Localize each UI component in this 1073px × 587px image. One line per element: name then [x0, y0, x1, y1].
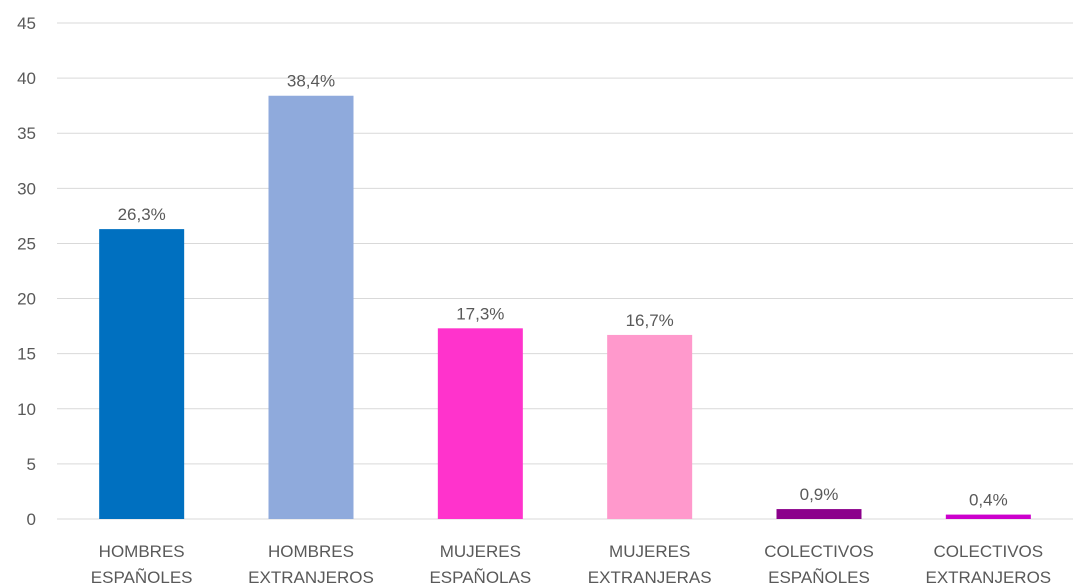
x-category-label: EXTRANJEROS: [926, 568, 1052, 587]
data-label: 0,4%: [969, 491, 1008, 510]
data-labels: 26,3% 38,4% 17,3% 16,7% 0,9% 0,4%: [118, 72, 1008, 510]
x-category-label: HOMBRES: [268, 542, 354, 561]
bar: [607, 334, 693, 519]
bar: [437, 328, 523, 519]
x-category-label: HOMBRES: [99, 542, 185, 561]
y-tick-label: 15: [17, 345, 36, 364]
x-category-label: COLECTIVOS: [764, 542, 874, 561]
bar: [268, 95, 354, 519]
y-tick-label: 35: [17, 124, 36, 143]
data-label: 17,3%: [456, 304, 504, 323]
y-tick-label: 40: [17, 69, 36, 88]
y-tick-label: 10: [17, 400, 36, 419]
y-tick-label: 20: [17, 290, 36, 309]
y-axis-ticks: 0 5 10 15 20 25 30 35 40 45: [17, 14, 36, 529]
bar: [776, 509, 862, 519]
x-category-label: EXTRANJEROS: [248, 568, 374, 587]
data-label: 38,4%: [287, 72, 335, 91]
x-category-label: ESPAÑOLES: [768, 568, 870, 587]
x-category-label: EXTRANJERAS: [588, 568, 712, 587]
y-tick-label: 30: [17, 179, 36, 198]
y-tick-label: 0: [27, 510, 36, 529]
y-tick-label: 45: [17, 14, 36, 33]
x-category-label: ESPAÑOLES: [91, 568, 193, 587]
bars: [99, 95, 1031, 520]
x-category-label: MUJERES: [440, 542, 521, 561]
y-tick-label: 5: [27, 455, 36, 474]
gridlines: [57, 22, 1073, 520]
data-label: 16,7%: [626, 311, 674, 330]
data-label: 0,9%: [800, 485, 839, 504]
bar: [945, 514, 1031, 519]
y-tick-label: 25: [17, 234, 36, 253]
x-category-label: MUJERES: [609, 542, 690, 561]
x-category-label: COLECTIVOS: [934, 542, 1044, 561]
data-label: 26,3%: [118, 205, 166, 224]
x-category-label: ESPAÑOLAS: [429, 568, 531, 587]
x-axis-categories: HOMBRES ESPAÑOLES HOMBRES EXTRANJEROS MUJERE…: [91, 542, 1051, 587]
bar: [99, 229, 185, 520]
